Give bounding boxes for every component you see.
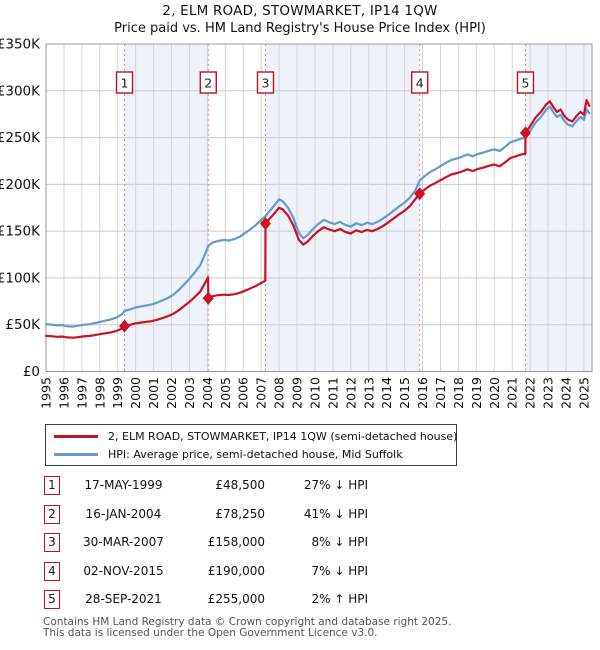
sale-row-number: 4 <box>44 561 60 581</box>
sale-flag-box-2 <box>199 71 217 94</box>
sale-row-number: 3 <box>44 533 60 553</box>
legend-label-property: 2, ELM ROAD, STOWMARKET, IP14 1QW (semi-… <box>108 429 458 443</box>
ownership-band-3 <box>525 44 592 372</box>
sale-price: £48,500 <box>215 478 265 492</box>
x-axis-label: 2012 <box>343 377 358 409</box>
x-axis-label: 2004 <box>200 377 215 409</box>
sale-table-row-2: 2 16-JAN-2004 £78,250 41% ↓ HPI <box>0 504 600 527</box>
x-axis-label: 2018 <box>451 377 466 409</box>
x-axis-label: 2013 <box>361 377 376 409</box>
y-axis-label: £50K <box>5 317 41 333</box>
sale-hpi-delta: 27% ↓ HPI <box>303 478 368 492</box>
property-line <box>44 98 591 339</box>
footer-line1: Contains HM Land Registry data © Crown c… <box>43 616 452 628</box>
y-axis-label: £200K <box>0 177 41 193</box>
x-axis-label: 2000 <box>128 377 143 409</box>
x-axis-label: 2001 <box>146 377 161 409</box>
x-axis-label: 2002 <box>164 377 179 409</box>
sale-marker-1 <box>119 319 131 333</box>
legend-row-property: 2, ELM ROAD, STOWMARKET, IP14 1QW (semi-… <box>46 429 458 444</box>
sale-marker-5 <box>519 126 531 140</box>
y-axis-label: £250K <box>0 130 41 146</box>
y-axis-label: £350K <box>0 37 41 53</box>
ownership-band-2 <box>265 44 420 372</box>
sale-hpi-delta: 8% ↓ HPI <box>311 535 368 550</box>
x-axis-label: 2003 <box>182 377 197 409</box>
x-axis-label: 2019 <box>469 377 484 409</box>
x-axis-label: 1996 <box>56 377 71 409</box>
sale-hpi-delta: 7% ↓ HPI <box>311 563 368 578</box>
x-axis-label: 2023 <box>541 377 556 409</box>
footer-line2: This data is licensed under the Open Gov… <box>43 627 378 639</box>
sale-hpi-delta: 2% ↑ HPI <box>311 592 368 607</box>
x-axis-label: 1998 <box>92 377 107 409</box>
x-axis-label: 2022 <box>523 377 538 409</box>
sale-table-row-1: 1 17-MAY-1999 £48,500 27% ↓ HPI <box>0 476 600 498</box>
sale-date: 17-MAY-1999 <box>84 478 163 492</box>
x-axis-label: 2017 <box>433 377 448 409</box>
legend-label-hpi: HPI: Average price, semi-detached house,… <box>108 447 403 461</box>
sales-table: 1 17-MAY-1999 £48,500 27% ↓ HPI 2 16-JAN-2004… <box>0 476 600 616</box>
plot-border <box>45 43 593 372</box>
x-axis-label: 2025 <box>576 377 591 409</box>
sale-flag-box-5 <box>516 71 535 94</box>
sale-table-row-5: 5 28-SEP-2021 £255,000 2% ↑ HPI <box>0 590 600 612</box>
x-axis-label: 2011 <box>325 377 340 409</box>
sale-flag-box-4 <box>410 71 429 94</box>
sale-row-number: 5 <box>44 590 60 610</box>
chart-title: 2, ELM ROAD, STOWMARKET, IP14 1QW <box>162 3 438 19</box>
sale-marker-3 <box>259 217 271 231</box>
y-axis-label: £100K <box>0 270 41 286</box>
x-axis-label: 2020 <box>487 377 502 409</box>
property-line-swatch <box>54 434 98 438</box>
x-axis-label: 1995 <box>39 377 54 409</box>
sale-price: £255,000 <box>207 592 265 607</box>
sale-marker-2 <box>202 291 214 305</box>
sale-date: 30-MAR-2007 <box>83 535 164 550</box>
x-axis-label: 2007 <box>254 377 269 409</box>
sale-table-row-3: 3 30-MAR-2007 £158,000 8% ↓ HPI <box>0 533 600 555</box>
sale-date: 16-JAN-2004 <box>85 506 162 521</box>
x-axis-label: 2010 <box>307 377 322 409</box>
x-axis-label: 1999 <box>110 377 125 409</box>
chart-subtitle: Price paid vs. HM Land Registry's House … <box>114 21 486 36</box>
x-axis-label: 2006 <box>236 377 251 409</box>
x-axis-label: 2014 <box>379 377 394 409</box>
x-axis-label: 2005 <box>218 377 233 409</box>
sale-flag-box-3 <box>256 71 275 94</box>
x-axis-label: 2008 <box>272 377 287 409</box>
sale-flag-number-4: 4 <box>416 76 424 91</box>
x-axis-label: 1997 <box>74 377 89 409</box>
sale-marker-4 <box>414 187 426 201</box>
sale-price: £158,000 <box>207 535 265 550</box>
sale-price: £190,000 <box>207 563 265 578</box>
x-axis-label: 2016 <box>415 377 430 409</box>
y-axis-label: £150K <box>0 224 41 240</box>
sale-row-number: 2 <box>44 504 60 524</box>
legend-row-hpi: HPI: Average price, semi-detached house,… <box>46 447 456 462</box>
hpi-line-swatch <box>54 452 98 456</box>
y-axis-label: £300K <box>0 83 41 99</box>
x-axis-label: 2015 <box>397 377 412 409</box>
hpi-line <box>44 105 591 328</box>
sale-date: 28-SEP-2021 <box>85 592 162 607</box>
sale-date: 02-NOV-2015 <box>83 563 164 578</box>
sale-price: £78,250 <box>215 506 265 521</box>
sale-hpi-delta: 41% ↓ HPI <box>303 506 368 521</box>
sale-flag-number-2: 2 <box>204 76 212 91</box>
sale-row-number: 1 <box>44 476 60 495</box>
price-chart: 1 2 3 4 5 £0 £50K £100K £150K £200K £250K £300K £350… <box>0 37 593 409</box>
x-axis-label: 2009 <box>290 377 305 409</box>
x-axis-label: 2024 <box>559 377 574 409</box>
x-axis-label: 2021 <box>505 377 520 409</box>
sale-table-row-4: 4 02-NOV-2015 £190,000 7% ↓ HPI <box>0 561 600 584</box>
chart-legend: 2, ELM ROAD, STOWMARKET, IP14 1QW (semi-… <box>45 424 457 466</box>
sale-flag-number-5: 5 <box>521 76 529 91</box>
sale-flag-box-1 <box>115 71 134 94</box>
y-axis-label: £0 <box>23 364 40 380</box>
sale-flag-number-1: 1 <box>121 76 129 91</box>
sale-flag-number-3: 3 <box>261 76 269 91</box>
